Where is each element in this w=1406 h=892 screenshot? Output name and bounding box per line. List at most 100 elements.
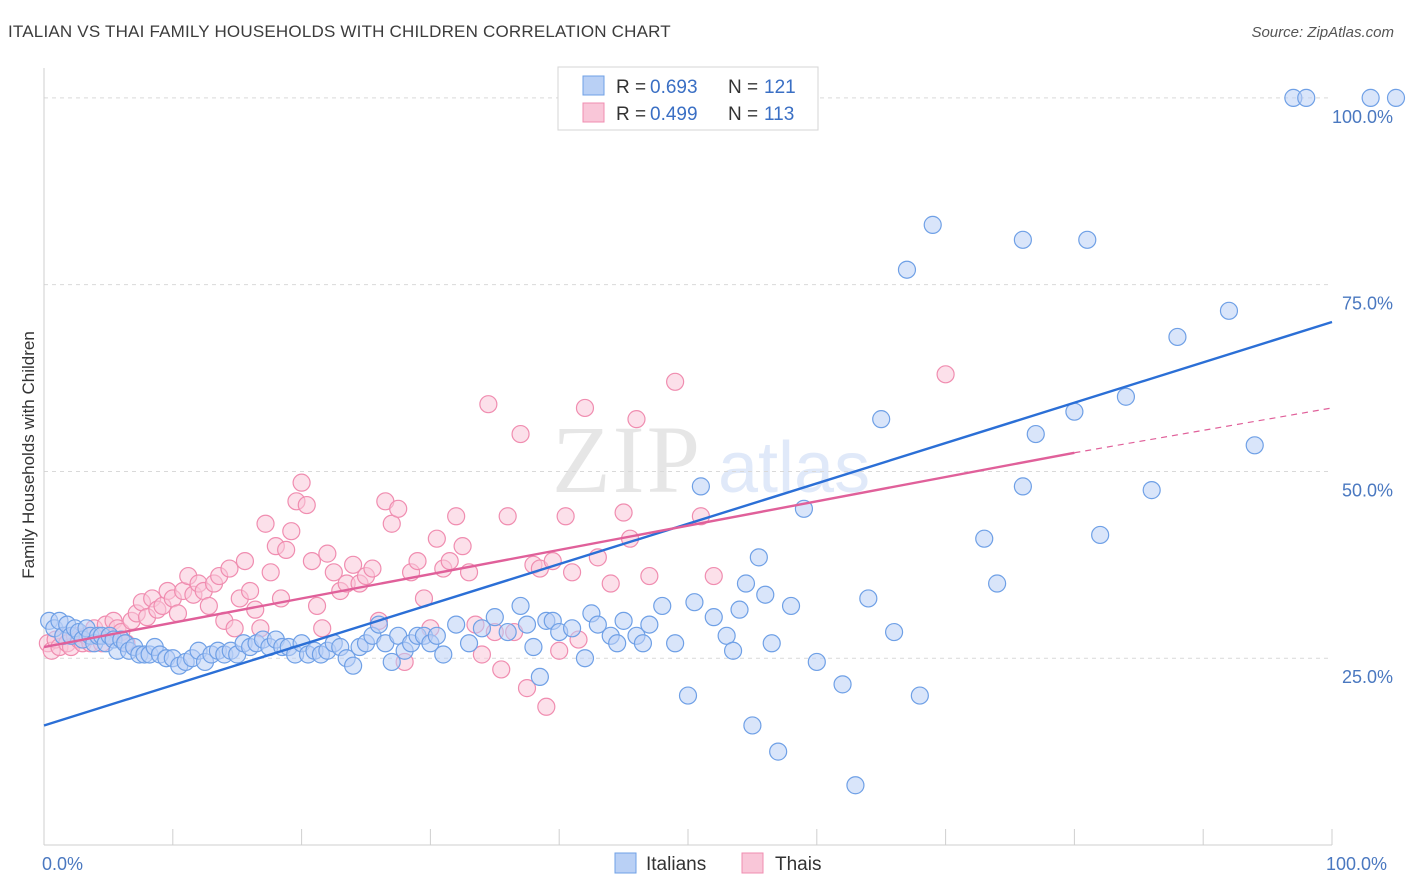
data-point-italians	[704, 608, 723, 627]
data-point-thais	[220, 559, 239, 578]
legend-thais-r-value: 0.499	[650, 104, 698, 125]
data-point-thais	[936, 365, 955, 384]
legend-swatch-thais	[582, 102, 605, 123]
data-point-thais	[277, 540, 296, 559]
legend-thais-n-value: 113	[764, 104, 794, 125]
data-point-italians	[517, 615, 537, 634]
data-point-thais	[318, 544, 337, 563]
legend-italians-r-label: R =	[616, 77, 646, 98]
series-italians-points	[40, 88, 1406, 795]
data-point-italians	[807, 652, 826, 672]
data-point-italians	[1078, 230, 1097, 249]
data-point-italians	[872, 410, 891, 429]
data-point-italians	[923, 215, 942, 234]
data-point-thais	[556, 507, 575, 526]
data-point-italians	[910, 686, 929, 705]
data-point-italians	[1219, 301, 1239, 320]
data-point-thais	[666, 372, 685, 391]
data-point-italians	[846, 776, 865, 795]
data-point-thais	[601, 574, 620, 593]
data-point-thais	[199, 596, 218, 616]
data-point-italians	[1013, 230, 1032, 249]
legend-top: R = 0.693 N = 121 R = 0.499 N = 113	[557, 66, 819, 131]
data-point-italians	[897, 260, 917, 279]
gridlines	[44, 97, 1332, 659]
data-point-italians	[640, 615, 659, 634]
data-point-thais	[297, 495, 316, 515]
trend-line-thais-extension	[1074, 407, 1333, 454]
data-point-thais	[225, 619, 244, 638]
data-point-thais	[492, 660, 511, 679]
data-point-thais	[562, 563, 582, 582]
y-axis-tick-labels: 25.0% 50.0% 75.0% 100.0%	[1332, 107, 1393, 687]
legend-bottom-swatch-italians	[614, 852, 637, 874]
data-point-thais	[389, 499, 408, 518]
legend-bottom-swatch-thais	[741, 852, 764, 874]
data-point-thais	[427, 529, 446, 548]
data-point-italians	[633, 634, 653, 653]
chart-title: ITALIAN VS THAI FAMILY HOUSEHOLDS WITH C…	[8, 22, 671, 41]
data-point-italians	[608, 634, 627, 653]
data-point-italians	[678, 686, 698, 705]
data-point-italians	[1361, 88, 1380, 107]
data-point-thais	[344, 555, 363, 574]
x-axis-ticks	[43, 829, 1333, 845]
data-point-italians	[975, 529, 994, 548]
data-point-italians	[575, 649, 595, 668]
data-point-thais	[363, 559, 382, 578]
data-point-italians	[685, 593, 704, 612]
data-point-thais	[511, 424, 530, 444]
data-point-thais	[246, 600, 265, 619]
data-point-italians	[730, 600, 749, 619]
y-tick-label: 50.0%	[1342, 480, 1393, 500]
data-point-italians	[691, 477, 710, 496]
data-point-thais	[498, 507, 517, 526]
data-point-italians	[756, 585, 775, 604]
data-point-thais	[575, 398, 595, 418]
data-point-italians	[884, 622, 904, 642]
data-point-italians	[717, 626, 736, 645]
data-point-italians	[1168, 327, 1187, 347]
data-point-italians	[1386, 88, 1406, 107]
legend-bottom-label-thais: Thais	[775, 854, 821, 875]
legend-thais-n-label: N =	[728, 104, 758, 125]
data-point-italians	[1297, 88, 1316, 107]
trend-line-italians	[43, 320, 1333, 727]
data-point-italians	[427, 626, 446, 645]
data-point-thais	[479, 395, 498, 414]
legend-bottom: Italians Thais	[614, 852, 821, 875]
data-point-italians	[736, 574, 756, 593]
data-point-italians	[723, 641, 743, 660]
data-point-thais	[447, 507, 466, 526]
data-point-thais	[282, 522, 301, 541]
data-point-thais	[240, 581, 260, 601]
legend-bottom-label-italians: Italians	[646, 854, 706, 875]
data-point-thais	[640, 566, 659, 586]
y-tick-label: 25.0%	[1342, 667, 1393, 687]
data-point-thais	[292, 473, 311, 492]
data-point-thais	[313, 619, 332, 638]
data-point-thais	[235, 551, 255, 571]
data-point-italians	[344, 656, 363, 675]
y-tick-label: 100.0%	[1332, 107, 1393, 127]
data-point-italians	[1026, 424, 1045, 444]
data-point-italians	[511, 596, 530, 616]
data-point-italians	[1013, 477, 1032, 496]
data-point-italians	[743, 716, 762, 735]
data-point-thais	[168, 604, 188, 623]
legend-thais-r-label: R =	[616, 104, 646, 125]
data-point-italians	[498, 622, 517, 642]
watermark-zip: ZIP	[552, 406, 702, 513]
x-tick-label-max: 100.0%	[1326, 854, 1387, 874]
data-point-thais	[302, 551, 322, 571]
watermark-atlas: atlas	[718, 428, 870, 508]
data-point-thais	[453, 537, 472, 556]
data-point-italians	[1091, 525, 1110, 545]
legend-italians-n-label: N =	[728, 77, 758, 98]
data-point-italians	[485, 608, 504, 627]
data-point-italians	[762, 634, 781, 653]
data-point-italians	[1116, 387, 1136, 406]
data-point-italians	[859, 589, 878, 608]
data-point-italians	[588, 615, 607, 634]
